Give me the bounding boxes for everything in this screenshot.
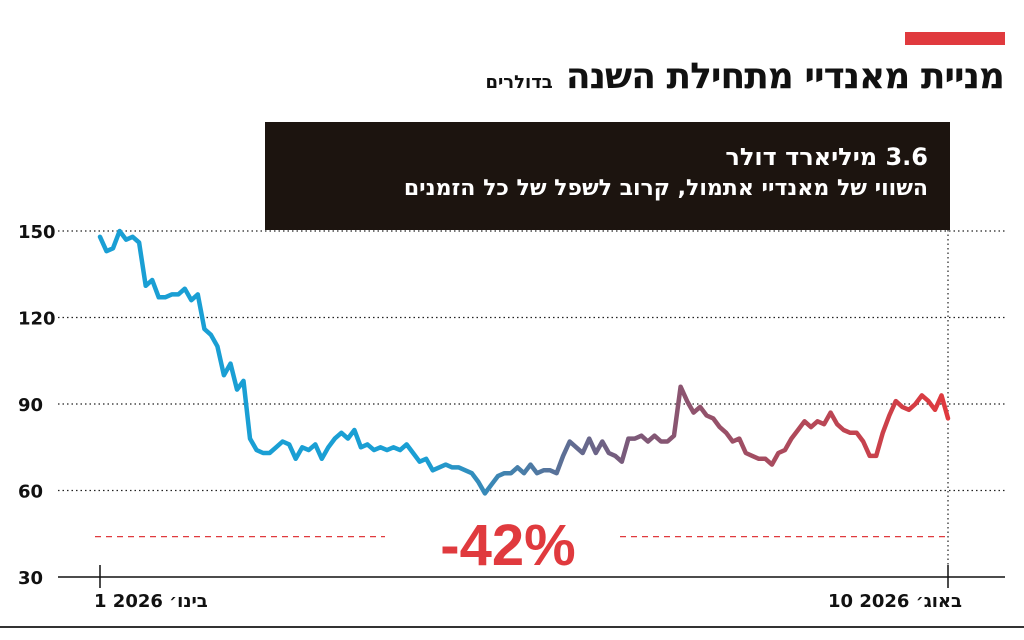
y-tick-label: 60 [18,482,43,503]
y-tick-label: 90 [18,395,43,416]
y-tick-label: 30 [18,568,43,589]
x-tick-label: 10 באוג׳ 2026 [828,591,962,612]
y-tick-label: 120 [18,309,56,330]
callout-text: השווי של מאנדיי אתמול, קרוב לשפל של כל ה… [403,176,928,201]
change-annotation: -42% [440,513,575,578]
bottom-rule [0,626,1024,628]
callout-box: 3.6 מיליארד דולר השווי של מאנדיי אתמול, … [265,122,950,230]
y-tick-label: 150 [18,222,56,243]
chart-title: מניית מאנדיי מתחילת השנה [565,56,1005,97]
accent-bar [905,32,1005,45]
price-series-line [97,228,951,496]
title-row: מניית מאנדיי מתחילת השנה בדולרים [485,56,1005,97]
unit-label: בדולרים [485,72,553,93]
callout-headline: 3.6 מיליארד דולר [725,143,928,171]
x-tick-label: 1 בינו׳ 2026 [94,591,208,612]
